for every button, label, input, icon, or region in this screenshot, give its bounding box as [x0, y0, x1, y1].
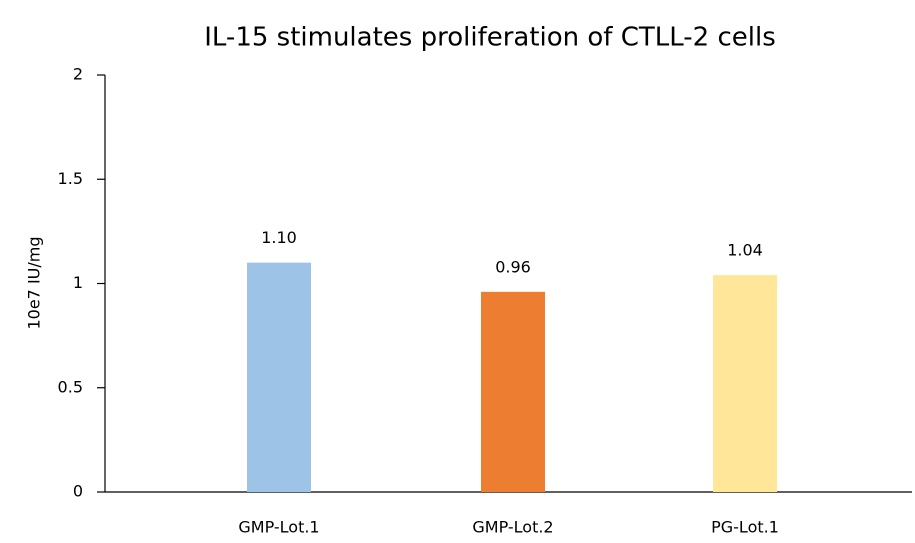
x-tick-label: GMP-Lot.1	[238, 518, 319, 537]
x-tick-label: PG-Lot.1	[711, 518, 779, 537]
y-tick-label: 1	[73, 273, 83, 292]
y-tick-label: 0.5	[58, 377, 83, 396]
y-tick-label: 2	[73, 65, 83, 84]
value-label: 0.96	[495, 257, 531, 276]
value-label: 1.10	[261, 228, 297, 247]
y-axis-label: 10e7 IU/mg	[25, 236, 44, 329]
bar	[247, 262, 311, 492]
value-label: 1.04	[727, 241, 763, 260]
bar	[713, 275, 777, 492]
x-tick-label: GMP-Lot.2	[472, 518, 553, 537]
bar	[481, 291, 545, 492]
chart-title: IL-15 stimulates proliferation of CTLL-2…	[204, 23, 776, 53]
y-tick-label: 0	[73, 482, 83, 501]
y-tick-label: 1.5	[58, 169, 83, 188]
